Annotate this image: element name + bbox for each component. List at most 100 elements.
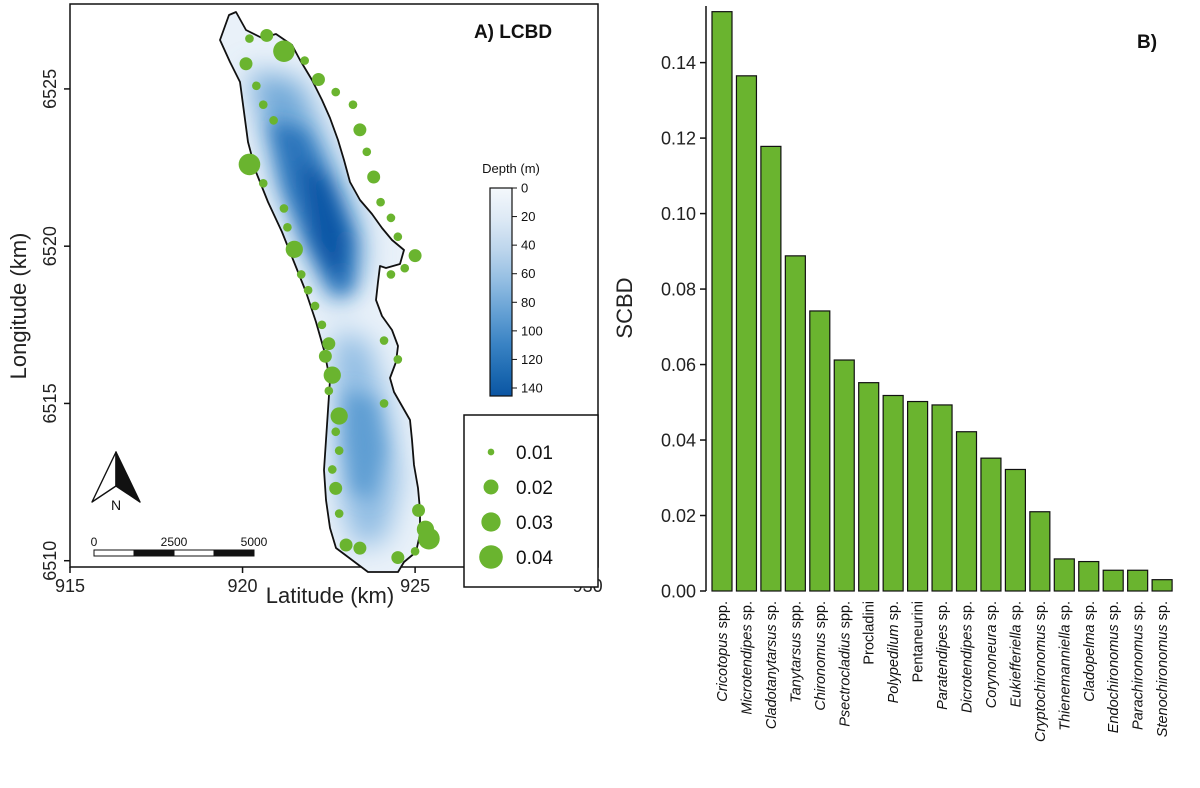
lcbd-point — [362, 147, 372, 157]
category-label: Psectrocladius spp. — [837, 601, 853, 727]
lcbd-point — [324, 386, 334, 396]
lcbd-point — [283, 222, 292, 232]
lcbd-point — [400, 263, 410, 273]
scale-label-2500: 2500 — [161, 535, 188, 549]
bar — [1004, 468, 1027, 592]
size-legend-label: 0.04 — [516, 548, 553, 569]
bar — [833, 359, 855, 592]
lcbd-point — [323, 366, 341, 384]
lcbd-point — [322, 337, 336, 351]
lcbd-point — [252, 81, 261, 91]
category-label: Stenochironomus sp. — [1155, 601, 1171, 737]
y-tick-label-b: 0.00 — [661, 582, 696, 602]
lcbd-point — [300, 56, 309, 65]
lcbd-point — [273, 40, 295, 62]
lcbd-point — [391, 551, 405, 565]
bar — [931, 404, 953, 592]
bar — [1029, 511, 1051, 592]
lcbd-point — [339, 538, 353, 552]
x-tick-label-a: 925 — [400, 576, 430, 596]
bar — [1078, 560, 1100, 592]
y-tick-label-b: 0.08 — [661, 280, 696, 300]
lcbd-points — [238, 28, 440, 565]
category-label: Cladotanytarsus sp. — [764, 601, 780, 729]
lcbd-point — [376, 197, 385, 207]
size-legend-swatch — [479, 545, 503, 569]
y-tick-label-b: 0.02 — [661, 506, 696, 526]
lcbd-point — [348, 100, 358, 109]
size-legend-swatch — [487, 448, 495, 456]
category-label: Polypedilum sp. — [886, 601, 902, 703]
scale-label-5000: 5000 — [241, 535, 268, 549]
panel-b-scbd-bar-chart: 0.00 0.02 0.04 0.06 0.08 0.10 0.12 0.14 Cricoto… — [612, 6, 1173, 742]
category-label: Cladopelma sp. — [1082, 601, 1098, 702]
bar — [760, 145, 782, 592]
lcbd-point — [334, 446, 344, 455]
bar — [906, 400, 929, 592]
category-label: Paratendipes sp. — [935, 601, 951, 710]
lcbd-point — [318, 349, 332, 363]
lcbd-point — [410, 546, 420, 556]
lcbd-point — [260, 28, 274, 42]
lcbd-point — [418, 527, 440, 550]
lcbd-point — [239, 57, 253, 71]
bar — [1053, 558, 1075, 592]
size-legend: 0.01 0.02 0.03 0.04 — [463, 414, 599, 588]
bar — [735, 75, 758, 592]
lcbd-point — [258, 178, 268, 188]
lcbd-point — [412, 503, 426, 517]
bar — [1102, 569, 1124, 592]
category-label: Chironomus spp. — [813, 601, 829, 711]
size-legend-items: 0.01 0.02 0.03 0.04 — [479, 443, 553, 569]
category-label: Eukiefferiella sp. — [1008, 601, 1024, 707]
depth-colorbar — [489, 187, 513, 397]
north-arrow: N — [91, 451, 141, 513]
lcbd-point — [329, 481, 343, 495]
depth-tick-label: 120 — [521, 352, 543, 367]
north-label: N — [111, 497, 121, 513]
scale-label-0: 0 — [91, 535, 98, 549]
category-label: Procladini — [862, 601, 878, 665]
category-label: Tanytarsus spp. — [788, 601, 804, 703]
x-tick-label-a: 915 — [55, 576, 85, 596]
lcbd-point — [379, 399, 389, 408]
y-tick-label-a: 6515 — [40, 383, 60, 423]
lcbd-point — [279, 204, 289, 213]
lcbd-point — [386, 270, 396, 279]
lcbd-point — [393, 232, 403, 242]
category-label: Cryptochironomus sp. — [1033, 601, 1049, 742]
lcbd-point — [303, 285, 313, 295]
y-tick-label-b: 0.10 — [661, 204, 696, 224]
depth-tick-label: 80 — [521, 295, 535, 310]
y-tick-label-b: 0.14 — [661, 53, 696, 73]
lcbd-point — [393, 355, 403, 364]
lcbd-point — [330, 407, 348, 425]
lcbd-point — [386, 213, 396, 223]
category-label: Thienemanniella sp. — [1057, 601, 1073, 731]
lcbd-point — [311, 73, 325, 86]
lcbd-point — [379, 336, 389, 345]
depth-legend-title: Depth (m) — [482, 161, 540, 176]
y-tick-label-b: 0.06 — [661, 355, 696, 375]
lcbd-point — [408, 249, 422, 263]
category-label: Cricotopus spp. — [715, 601, 731, 702]
lcbd-point — [310, 301, 320, 311]
y-axis-title-a: Longitude (km) — [6, 233, 31, 380]
category-label: Endochironomus sp. — [1106, 601, 1122, 733]
bar — [1151, 579, 1173, 592]
x-tick-label-a: 920 — [228, 576, 258, 596]
depth-tick-label: 40 — [521, 238, 535, 253]
lcbd-point — [285, 240, 303, 258]
lcbd-point — [258, 100, 268, 109]
panel-b-title: B) — [1137, 32, 1157, 53]
bar-category-labels: Cricotopus spp. Microtendipes sp. Cladotan… — [715, 601, 1171, 742]
lcbd-point — [296, 270, 306, 279]
lcbd-point — [367, 170, 381, 184]
bars — [711, 11, 1173, 592]
category-label: Corynoneura sp. — [984, 601, 1000, 708]
lcbd-point — [317, 320, 327, 330]
bar — [711, 11, 733, 592]
bar — [1127, 569, 1149, 592]
lcbd-point — [353, 541, 367, 555]
